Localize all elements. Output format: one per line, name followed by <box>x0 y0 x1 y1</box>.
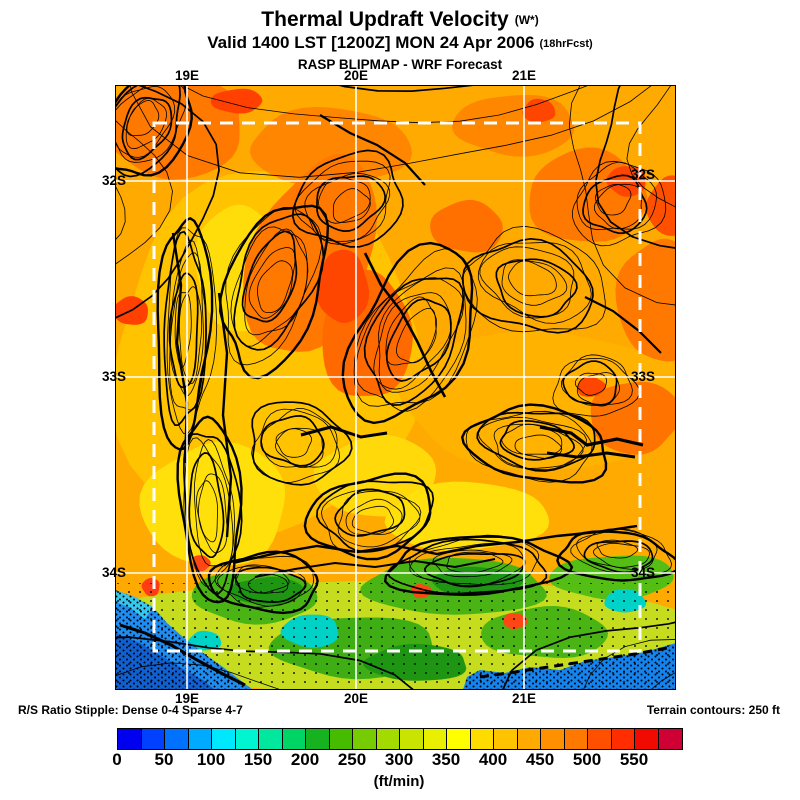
colorbar-tick-label: 350 <box>431 750 461 769</box>
colorbar-cell <box>470 729 494 749</box>
title-text: Thermal Updraft Velocity <box>261 8 509 31</box>
colorbar-cell <box>541 729 565 749</box>
lon-tick-bottom-21e: 21E <box>511 691 537 706</box>
title-parameter: (W*) <box>514 13 539 27</box>
colorbar-cell <box>329 729 353 749</box>
colorbar-cell <box>353 729 377 749</box>
colorbar-cell <box>141 729 165 749</box>
colorbar-cell <box>376 729 400 749</box>
terrain-contour-note: Terrain contours: 250 ft <box>646 703 780 717</box>
colorbar-cell <box>282 729 306 749</box>
colorbar-tick-label: 50 <box>154 750 174 769</box>
colorbar-tick-label: 0 <box>112 750 122 769</box>
colorbar-units-label: (ft/min) <box>373 773 425 790</box>
page-title: Thermal Updraft Velocity (W*) <box>0 8 800 32</box>
colorbar-cell <box>212 729 236 749</box>
colorbar-cell <box>400 729 424 749</box>
valid-time-text: Valid 1400 LST [1200Z] MON 24 Apr 2006 <box>207 33 535 52</box>
map-border <box>115 85 676 690</box>
graticule-layer <box>115 85 676 690</box>
colorbar-cell <box>611 729 635 749</box>
thermal-map-rendering <box>115 85 676 690</box>
colorbar-cell <box>188 729 212 749</box>
colorbar <box>117 728 683 750</box>
colorbar-cell <box>564 729 588 749</box>
colorbar-cell <box>635 729 659 749</box>
colorbar-tick-label: 450 <box>525 750 555 769</box>
valid-time-line: Valid 1400 LST [1200Z] MON 24 Apr 2006 (1… <box>0 33 800 53</box>
lon-tick-top-19e: 19E <box>174 68 200 83</box>
lon-tick-bottom-20e: 20E <box>343 691 369 706</box>
colorbar-tick-label: 200 <box>290 750 320 769</box>
colorbar-tick-label: 250 <box>337 750 367 769</box>
lat-tick-right-33s: 33S <box>630 369 656 384</box>
terrain-contour-layer <box>115 85 676 690</box>
ocean-layer <box>115 583 676 690</box>
stipple-legend-note: R/S Ratio Stipple: Dense 0-4 Sparse 4-7 <box>18 703 243 717</box>
colorbar-tick-label: 300 <box>384 750 414 769</box>
lon-tick-top-21e: 21E <box>511 68 537 83</box>
lat-tick-right-34s: 34S <box>630 565 656 580</box>
lat-tick-left-34s: 34S <box>101 565 127 580</box>
colorbar-cell <box>517 729 541 749</box>
lon-tick-bottom-19e: 19E <box>174 691 200 706</box>
colorbar-cell <box>588 729 612 749</box>
colorbar-cell <box>259 729 283 749</box>
colorbar-tick-label: 500 <box>572 750 602 769</box>
colorbar-cell <box>658 729 682 749</box>
colorbar-cell <box>118 729 142 749</box>
lon-tick-top-20e: 20E <box>343 68 369 83</box>
colorbar-cell <box>494 729 518 749</box>
colorbar-tick-label: 400 <box>478 750 508 769</box>
colorbar-cell <box>423 729 447 749</box>
colorbar-cell <box>235 729 259 749</box>
colorbar-cell <box>165 729 189 749</box>
colorbar-tick-label: 150 <box>243 750 273 769</box>
lat-tick-left-33s: 33S <box>101 369 127 384</box>
colorbar-cell <box>306 729 330 749</box>
forecast-map: 19E 20E 21E 19E 20E 21E 32S 33S 34S 32S … <box>102 68 676 706</box>
forecast-hour: (18hrFcst) <box>539 38 593 50</box>
lat-tick-right-32s: 32S <box>630 167 656 182</box>
model-line: RASP BLIPMAP - WRF Forecast <box>297 57 503 72</box>
colorbar-cell <box>447 729 471 749</box>
colorbar-tick-label: 100 <box>196 750 226 769</box>
lat-tick-left-32s: 32S <box>101 173 127 188</box>
colorbar-tick-label: 550 <box>619 750 649 769</box>
domain-boundary <box>152 121 642 653</box>
